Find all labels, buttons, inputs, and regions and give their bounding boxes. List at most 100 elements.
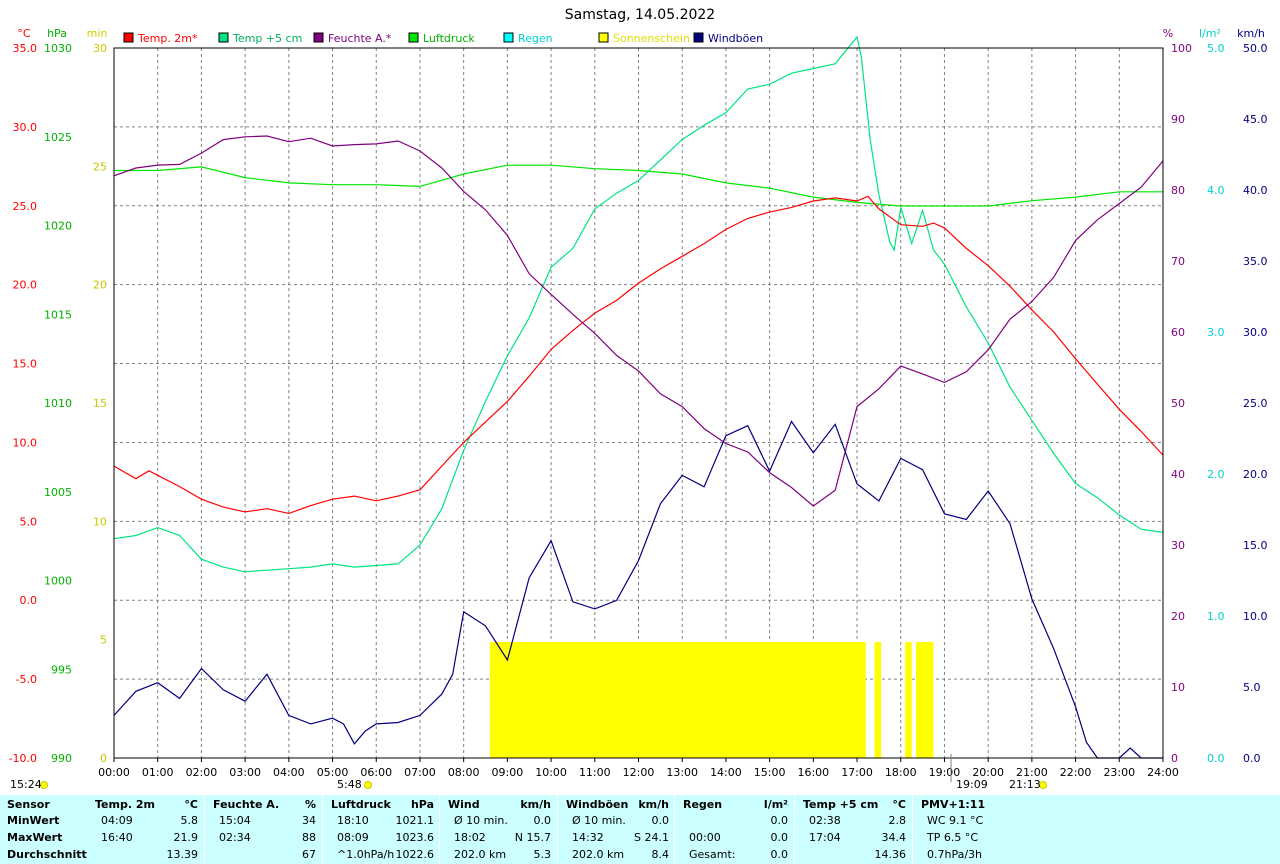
pressure-tick-label: 1020 <box>44 220 72 233</box>
minutes-tick-label: 30 <box>93 42 107 55</box>
series-line-temp-2m- <box>113 195 1164 515</box>
sunshine-bars <box>489 642 934 758</box>
stats-column-unit: % <box>304 798 316 811</box>
x-tick-label: 11:00 <box>579 766 611 779</box>
x-tick-label: 08:00 <box>448 766 480 779</box>
wind-tick-label: 15.0 <box>1243 539 1268 552</box>
legend-swatch <box>123 32 134 43</box>
stats-cell-value: 34.4 <box>881 831 907 844</box>
legend-swatch <box>313 32 324 43</box>
stats-cell-value: 0.0 <box>770 831 789 844</box>
temp-tick-label: -10.0 <box>9 752 37 765</box>
stats-cell-label: Ø 10 min. <box>454 814 508 827</box>
legend-swatch <box>218 32 229 43</box>
stats-cell-value: S 24.1 <box>634 831 669 844</box>
stats-cell-value: 13.39 <box>166 848 199 861</box>
stats-cell-label: 0.7hPa/3h <box>927 848 983 861</box>
stats-row-label: Durchschnitt <box>7 848 87 861</box>
wind-tick-label: 0.0 <box>1243 752 1261 765</box>
rain-unit-label: l/m² <box>1199 27 1221 40</box>
x-tick-label: 15:00 <box>754 766 786 779</box>
stats-column-unit: km/h <box>638 798 669 811</box>
wind-tick-label: 35.0 <box>1243 255 1268 268</box>
humidity-unit-label: % <box>1163 27 1173 40</box>
legend-label: Temp +5 cm <box>232 32 302 45</box>
rain-tick-label: 1.0 <box>1207 610 1225 623</box>
minutes-unit-label: min <box>87 27 108 40</box>
stats-column-unit: km/h <box>520 798 551 811</box>
stats-cell-value: 0.0 <box>770 848 789 861</box>
stats-cell-value: 5.8 <box>180 814 199 827</box>
sunshine-bar <box>916 642 934 758</box>
temp-unit-label: °C <box>17 27 31 40</box>
stats-column-separator <box>204 795 205 864</box>
temp-tick-label: 20.0 <box>13 279 38 292</box>
pressure-unit-label: hPa <box>47 27 67 40</box>
temp-tick-label: 15.0 <box>13 358 38 371</box>
legend-label: Temp. 2m* <box>137 32 198 45</box>
marker-19-label: 19:09 <box>956 778 988 791</box>
stats-cell-value: 1023.6 <box>395 831 435 844</box>
legend: Temp. 2m* Temp +5 cm Feuchte A.* Luftdruck R… <box>123 32 763 45</box>
stats-cell-label: 18:10 <box>337 814 369 827</box>
stats-column-separator <box>322 795 323 864</box>
stats-cell-value: 0.0 <box>651 814 670 827</box>
stats-cell-value: 21.9 <box>173 831 199 844</box>
statistics-panel: Sensor MinWert MaxWert Durchschnitt Temp. 2m… <box>0 795 1280 864</box>
x-tick-label: 20:00 <box>972 766 1004 779</box>
series-line-windb-en <box>113 420 1163 759</box>
stats-row-label: MaxWert <box>7 831 63 844</box>
humidity-tick-label: 90 <box>1171 113 1185 126</box>
wind-tick-label: 25.0 <box>1243 397 1268 410</box>
stats-column-title: Wind <box>448 798 480 811</box>
rain-tick-label: 5.0 <box>1207 42 1225 55</box>
humidity-tick-label: 40 <box>1171 468 1185 481</box>
stats-column-title: Luftdruck <box>331 798 391 811</box>
stats-column-unit: l/m² <box>763 798 788 811</box>
x-tick-label: 12:00 <box>623 766 655 779</box>
stats-cell-label: TP 6.5 °C <box>927 831 979 844</box>
sunrise-icon <box>364 781 372 789</box>
stats-cell-value: 0.0 <box>533 814 552 827</box>
stats-column-separator <box>794 795 795 864</box>
x-tick-label: 21:00 <box>1016 766 1048 779</box>
sunrise-label: 5:48 <box>337 778 362 791</box>
stats-cell-label: 202.0 km <box>572 848 625 861</box>
stats-column-title: Temp +5 cm <box>803 798 879 811</box>
stats-cell-label: Gesamt: <box>689 848 736 861</box>
x-tick-label: 07:00 <box>404 766 436 779</box>
x-tick-label: 00:00 <box>98 766 130 779</box>
wind-unit-label: km/h <box>1237 27 1265 40</box>
stats-cell-label: 04:09 <box>101 814 133 827</box>
series-lines <box>113 35 1164 759</box>
series-line-luftdruck <box>114 164 1163 207</box>
wind-tick-label: 10.0 <box>1243 610 1268 623</box>
pressure-tick-label: 1005 <box>44 486 72 499</box>
x-tick-label: 23:00 <box>1103 766 1135 779</box>
rain-tick-label: 0.0 <box>1207 752 1225 765</box>
stats-row-label: Sensor <box>7 798 50 811</box>
humidity-tick-label: 30 <box>1171 539 1185 552</box>
stats-cell-label: 14:32 <box>572 831 604 844</box>
wind-tick-label: 50.0 <box>1243 42 1268 55</box>
stats-cell-label: 18:02 <box>454 831 486 844</box>
minutes-tick-label: 25 <box>93 160 107 173</box>
sunset-label: 21:13 <box>1009 778 1041 791</box>
stats-column-title: Regen <box>683 798 723 811</box>
stats-column-unit: hPa <box>410 798 434 811</box>
sunset-icon <box>1039 781 1047 789</box>
stats-cell-label: 16:40 <box>101 831 133 844</box>
stats-column-separator <box>674 795 675 864</box>
stats-cell-label: 02:38 <box>809 814 841 827</box>
stats-column-unit: °C <box>184 798 198 811</box>
stats-cell-label: 15:04 <box>219 814 251 827</box>
temp-tick-label: 30.0 <box>13 121 38 134</box>
sunshine-bar <box>489 642 866 758</box>
humidity-tick-label: 70 <box>1171 255 1185 268</box>
series-line-feuchte-a- <box>113 135 1164 507</box>
wind-tick-label: 20.0 <box>1243 468 1268 481</box>
legend-label: Windböen <box>708 32 763 45</box>
pressure-tick-label: 1000 <box>44 575 72 588</box>
wind-tick-label: 30.0 <box>1243 326 1268 339</box>
rain-tick-label: 2.0 <box>1207 468 1225 481</box>
